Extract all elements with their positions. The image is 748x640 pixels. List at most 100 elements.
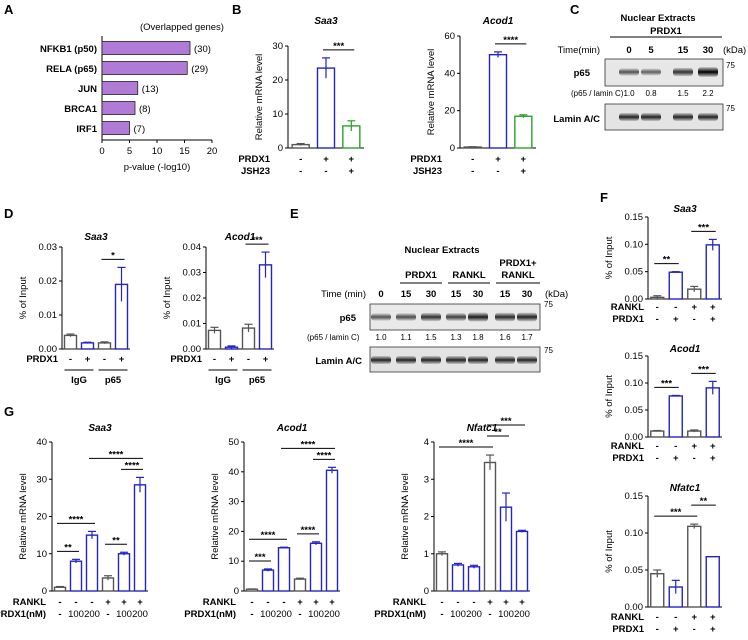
d-saa3-row-cell: +	[119, 354, 125, 365]
chart-a-xtick-label: 15	[179, 146, 190, 157]
g-nfatc1-bar	[515, 530, 529, 592]
blot-c-times: 0 5 15 30	[626, 45, 713, 56]
g-saa3-ytick-label: 30	[36, 474, 47, 485]
f-saa3-ytick-label: 0.10	[625, 239, 644, 250]
g-acod1-ytick-label: 10	[228, 556, 239, 567]
d-saa3-sig-label: *	[111, 250, 115, 261]
g-acod1-row-cell: -	[298, 609, 301, 620]
f-acod1-row-cell: +	[710, 453, 716, 464]
blot-e-ratio: 1.6	[499, 333, 511, 342]
blot-e: Nuclear Extracts PRDX1 RANKL PRDX1+ RANK…	[307, 245, 568, 373]
f-nfatc1-ytick-label: 0.05	[625, 565, 644, 576]
chart-a-bar	[101, 41, 191, 55]
blot-c-p65-band	[673, 67, 693, 77]
g-saa3-row-cell: -	[90, 597, 93, 608]
g-nfatc1-row-cell: -	[440, 609, 443, 620]
f-acod1-row-label: RANKL	[611, 441, 644, 452]
chart-a-bar	[101, 121, 130, 135]
blot-e-lamin-band	[517, 356, 537, 364]
d-acod1-ytick-label: 0.03	[183, 268, 202, 279]
f-acod1-row-label: PRDX1	[612, 453, 644, 464]
panel-label-f: F	[600, 190, 608, 205]
g-saa3-bar	[117, 553, 131, 592]
b-acod1-ylabel: Relative mRNA level	[426, 49, 437, 136]
d-saa3-row-label: PRDX1	[26, 354, 58, 365]
blot-e-group-2: RANKL	[452, 270, 485, 281]
blot-e-time: 15	[451, 289, 462, 300]
f-acod1-row-cell: +	[673, 453, 679, 464]
g-acod1-ytick-label: 30	[228, 497, 239, 508]
b-saa3-row-cell: -	[324, 166, 327, 177]
b-saa3-row-cell: +	[349, 166, 355, 177]
f-nfatc1-row-cell: +	[710, 612, 716, 623]
f-nfatc1-sig-label: ***	[670, 507, 681, 518]
blot-c-lamin-band	[641, 113, 661, 121]
d-saa3-ytick-label: 0.00	[39, 344, 58, 355]
f-acod1-bar	[668, 395, 683, 438]
blot-e-time: 0	[378, 289, 383, 300]
d-acod1-sig-label: ***	[251, 235, 262, 246]
chart-b-acod1: Acod1 0 20 40 60 Relative mRNA level **** PRDX1…	[410, 16, 536, 177]
blot-c-time: 30	[703, 45, 714, 56]
chart-d-acod1: Acod1 0.00 0.01 0.02 0.03 0.04 % of Input *** PR…	[162, 232, 274, 386]
d-acod1-row-cell: -	[247, 354, 250, 365]
g-saa3-row-cell: -	[58, 597, 61, 608]
blot-e-group-3b: RANKL	[501, 270, 534, 281]
g-nfatc1-ylabel: Relative mRNA level	[400, 473, 411, 560]
g-saa3-bar	[69, 560, 83, 592]
b-saa3-row-label: JSH23	[241, 166, 270, 177]
chart-a-count: (30)	[194, 44, 211, 55]
panel-label-a: A	[4, 2, 14, 17]
b-acod1-sig-label: ****	[503, 35, 518, 46]
d-acod1-ytick-label: 0.02	[183, 293, 202, 304]
blot-c-ratios: 1.0 0.8 1.5 2.2	[623, 89, 714, 98]
panel-label-d: D	[4, 206, 13, 221]
blot-e-p65-bands	[371, 312, 537, 322]
d-acod1-row-cell: -	[213, 354, 216, 365]
blot-c-time-label: Time(min)	[558, 45, 600, 56]
g-acod1-row-cell: 100	[308, 609, 324, 620]
f-saa3-row-cell: +	[691, 302, 697, 313]
blot-e-time: 30	[522, 289, 533, 300]
f-nfatc1-row-cell: -	[674, 612, 677, 623]
g-nfatc1-row-cell: +	[519, 597, 525, 608]
f-nfatc1-bar	[687, 525, 702, 608]
blot-c-p65-label: p65	[574, 68, 591, 79]
d-saa3-title: Saa3	[84, 232, 108, 243]
f-nfatc1-bar	[705, 555, 720, 608]
b-saa3-title: Saa3	[314, 16, 338, 27]
d-acod1-group-label: IgG	[215, 375, 231, 386]
chart-a-bar	[101, 81, 139, 95]
f-acod1-bar	[650, 430, 665, 438]
chart-a-xtick-label: 10	[152, 146, 163, 157]
chart-a-bar	[101, 101, 136, 115]
b-saa3-row-cell: +	[323, 154, 329, 165]
chart-a-xtick-label: 5	[127, 146, 132, 157]
f-nfatc1-row-cell: -	[656, 624, 659, 635]
b-acod1-row-cell: +	[521, 154, 527, 165]
chart-a-enrichment: (Overlapped genes) NFKB1 (p50) (30) RELA (p…	[40, 22, 224, 173]
blot-c-ratio-label: (p65 / lamin C)	[571, 89, 624, 98]
blot-c-p65-band	[698, 67, 718, 77]
chart-a-category: RELA (p65)	[46, 64, 97, 75]
f-saa3-bar	[668, 271, 683, 300]
g-acod1-row-cell: +	[313, 597, 319, 608]
g-saa3-row-label: PRDX1(nM)	[0, 609, 46, 620]
blot-c-p65-band	[641, 68, 661, 76]
blot-c-lamin-label: Lamin A/C	[553, 114, 600, 125]
b-acod1-title: Acod1	[482, 16, 514, 27]
f-saa3-ylabel: % of Input	[604, 236, 615, 279]
f-saa3-row-cell: +	[710, 314, 716, 325]
g-saa3-sig-label: ****	[69, 514, 84, 525]
f-acod1-row-cell: -	[656, 453, 659, 464]
g-acod1-bar	[309, 542, 323, 592]
panel-label-g: G	[4, 404, 14, 419]
f-acod1-title: Acod1	[669, 344, 701, 355]
blot-c-ratio: 0.8	[645, 89, 657, 98]
d-saa3-group-label: IgG	[71, 375, 87, 386]
g-acod1-row-cell: +	[329, 597, 335, 608]
f-nfatc1-row-label: PRDX1	[612, 624, 644, 635]
g-saa3-ytick-label: 20	[36, 512, 47, 523]
